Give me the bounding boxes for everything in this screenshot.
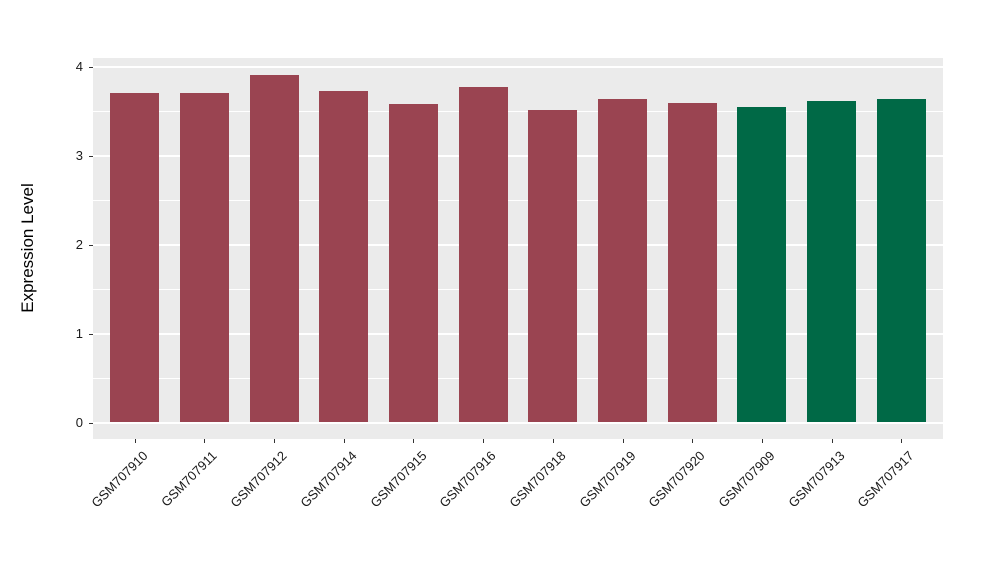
- x-tick-label-GSM707914: GSM707914: [297, 448, 360, 511]
- x-tick-label-GSM707911: GSM707911: [158, 448, 221, 510]
- x-tick-GSM707920: [692, 439, 694, 443]
- x-tick-label-GSM707913: GSM707913: [784, 448, 848, 511]
- x-tick-label-GSM707909: GSM707909: [715, 448, 778, 511]
- bar-GSM707916: [458, 86, 508, 423]
- y-tick-label-3: 3: [75, 147, 83, 163]
- minor-gridline-0.5: [93, 377, 943, 379]
- x-tick-label-GSM707910: GSM707910: [88, 448, 151, 511]
- x-tick-GSM707912: [274, 439, 276, 443]
- bar-GSM707910: [110, 93, 160, 423]
- x-tick-GSM707911: [204, 439, 206, 443]
- x-tick-label-GSM707915: GSM707915: [366, 448, 430, 511]
- major-gridline-1: [93, 332, 943, 335]
- minor-gridline-2.5: [93, 199, 943, 201]
- major-gridline-3: [93, 154, 943, 157]
- minor-gridline-1.5: [93, 288, 943, 290]
- x-tick-GSM707913: [831, 439, 833, 443]
- x-tick-GSM707918: [552, 439, 554, 443]
- major-gridline-4: [93, 65, 943, 68]
- y-axis-title: Expression Level: [18, 183, 37, 313]
- bar-GSM707915: [389, 103, 438, 423]
- bar-GSM707909: [737, 106, 787, 423]
- y-tick-label-1: 1: [75, 325, 83, 341]
- y-tick-3: [89, 155, 93, 157]
- x-tick-GSM707909: [761, 439, 763, 443]
- bar-GSM707912: [249, 74, 299, 423]
- bar-GSM707914: [319, 90, 369, 423]
- x-tick-GSM707910: [134, 439, 136, 443]
- x-tick-label-GSM707920: GSM707920: [645, 448, 708, 511]
- x-tick-GSM707914: [343, 439, 345, 443]
- bar-GSM707919: [598, 98, 647, 423]
- x-tick-GSM707919: [622, 439, 624, 443]
- x-tick-GSM707916: [483, 439, 485, 443]
- y-tick-2: [89, 244, 93, 246]
- x-tick-label-GSM707917: GSM707917: [854, 448, 917, 511]
- y-tick-1: [89, 333, 93, 335]
- major-gridline-2: [93, 243, 943, 246]
- bar-GSM707913: [807, 101, 856, 423]
- x-tick-label-GSM707919: GSM707919: [575, 448, 639, 511]
- x-tick-label-GSM707918: GSM707918: [506, 448, 569, 511]
- bar-GSM707918: [528, 110, 578, 423]
- x-tick-GSM707915: [413, 439, 415, 443]
- y-tick-4: [89, 66, 93, 68]
- bar-GSM707920: [667, 102, 717, 423]
- plot-panel: [93, 58, 943, 439]
- major-gridline-0: [93, 421, 943, 424]
- bar-GSM707911: [180, 93, 229, 423]
- y-tick-label-2: 2: [75, 236, 83, 252]
- x-tick-label-GSM707912: GSM707912: [227, 448, 290, 511]
- bar-GSM707917: [876, 98, 926, 423]
- y-tick-label-0: 0: [75, 414, 83, 430]
- y-tick-0: [89, 422, 93, 424]
- x-tick-GSM707917: [901, 439, 903, 443]
- y-tick-label-4: 4: [75, 58, 83, 74]
- minor-gridline-3.5: [93, 110, 943, 112]
- x-tick-label-GSM707916: GSM707916: [436, 448, 499, 511]
